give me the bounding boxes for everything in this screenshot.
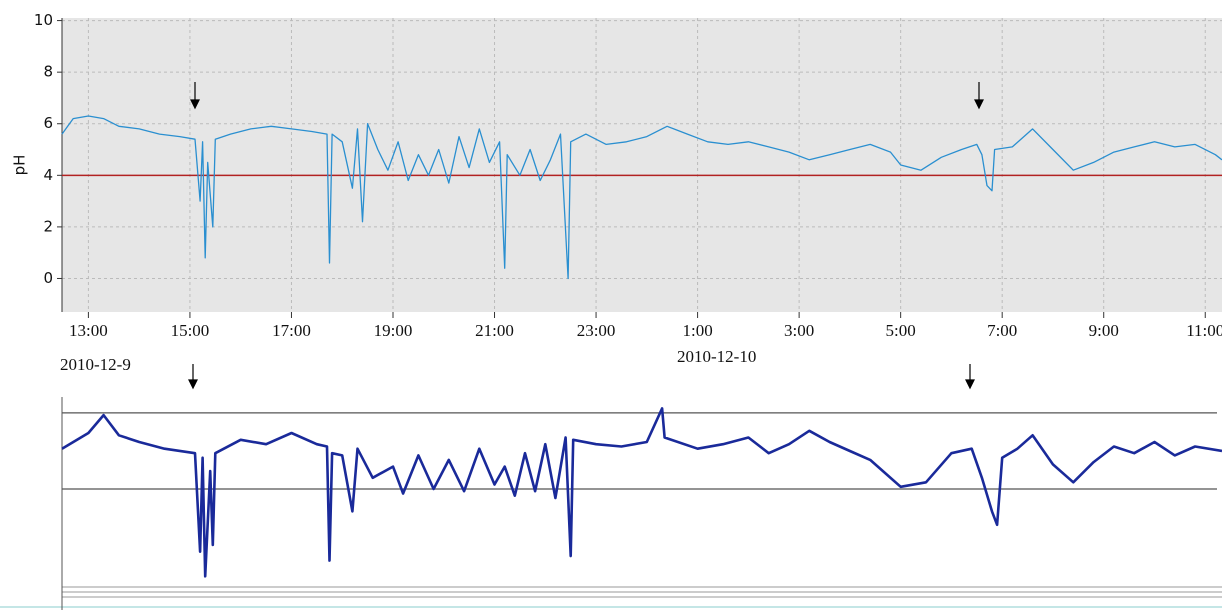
arrows (188, 82, 984, 390)
data-line (61, 115, 1222, 280)
x-tick-label: 23:00 (577, 321, 616, 340)
y-tick-label: 10 (34, 11, 53, 29)
arrow-head (974, 99, 984, 110)
y-tick-label: 6 (43, 114, 53, 132)
x-tick-label: 9:00 (1089, 321, 1119, 340)
date-label: 2010-12-10 (677, 347, 756, 366)
arrow-head (965, 379, 975, 390)
plot-background (62, 18, 1222, 312)
x-tick-label: 1:00 (682, 321, 712, 340)
x-tick-label: 15:00 (171, 321, 210, 340)
x-tick-label: 21:00 (475, 321, 514, 340)
y-tick-label: 2 (43, 217, 53, 235)
y-tick-label: 8 (43, 63, 53, 81)
x-tick-label: 7:00 (987, 321, 1017, 340)
y-tick-label: 0 (43, 269, 53, 287)
date-label: 2010-12-9 (60, 355, 131, 374)
y-axis-label: pH (11, 155, 29, 176)
x-tick-label: 17:00 (272, 321, 311, 340)
x-tick-label: 13:00 (69, 321, 108, 340)
x-tick-label: 19:00 (374, 321, 413, 340)
x-tick-label: 5:00 (886, 321, 916, 340)
y-tick-label: 4 (43, 166, 53, 184)
x-tick-label: 11:00 (1186, 321, 1222, 340)
x-tick-label: 3:00 (784, 321, 814, 340)
arrow-head (188, 379, 198, 390)
arrow-head (190, 99, 200, 110)
footer-strip (0, 397, 1222, 610)
data-line (61, 407, 1222, 578)
